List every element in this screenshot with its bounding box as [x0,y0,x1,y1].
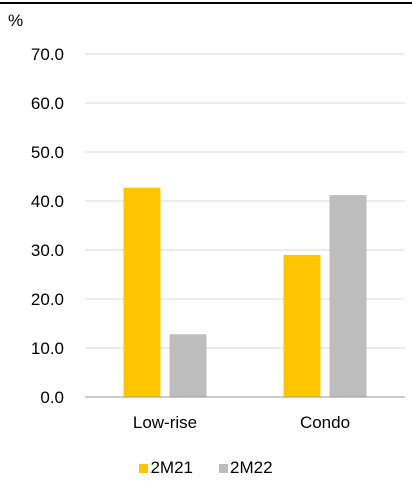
x-axis-ticks: Low-rise Condo [133,413,350,432]
x-tick-label: Condo [300,413,350,432]
y-tick-label: 40.0 [31,192,64,211]
legend: 2M21 2M22 [0,458,412,478]
legend-swatch-2m21 [139,463,149,473]
y-tick-label: 10.0 [31,339,64,358]
unit-label: % [8,11,23,30]
y-axis-ticks: 0.0 10.0 20.0 30.0 40.0 50.0 60.0 70.0 [31,45,64,407]
y-tick-label: 0.0 [40,388,64,407]
bar-2m21-condo [283,254,321,397]
bar-2m21-low-rise [123,187,161,397]
legend-label-2m22: 2M22 [230,458,273,477]
legend-label-2m21: 2M21 [150,458,193,477]
legend-item-2m22: 2M22 [219,458,273,478]
y-tick-label: 70.0 [31,45,64,64]
bars [123,187,367,397]
y-tick-label: 50.0 [31,143,64,162]
y-tick-label: 30.0 [31,241,64,260]
x-tick-label: Low-rise [133,413,197,432]
y-tick-label: 60.0 [31,94,64,113]
y-tick-label: 20.0 [31,290,64,309]
legend-item-2m21: 2M21 [139,458,193,478]
legend-swatch-2m22 [219,463,228,473]
bar-2m22-condo [329,195,367,397]
bar-2m22-low-rise [169,334,207,397]
